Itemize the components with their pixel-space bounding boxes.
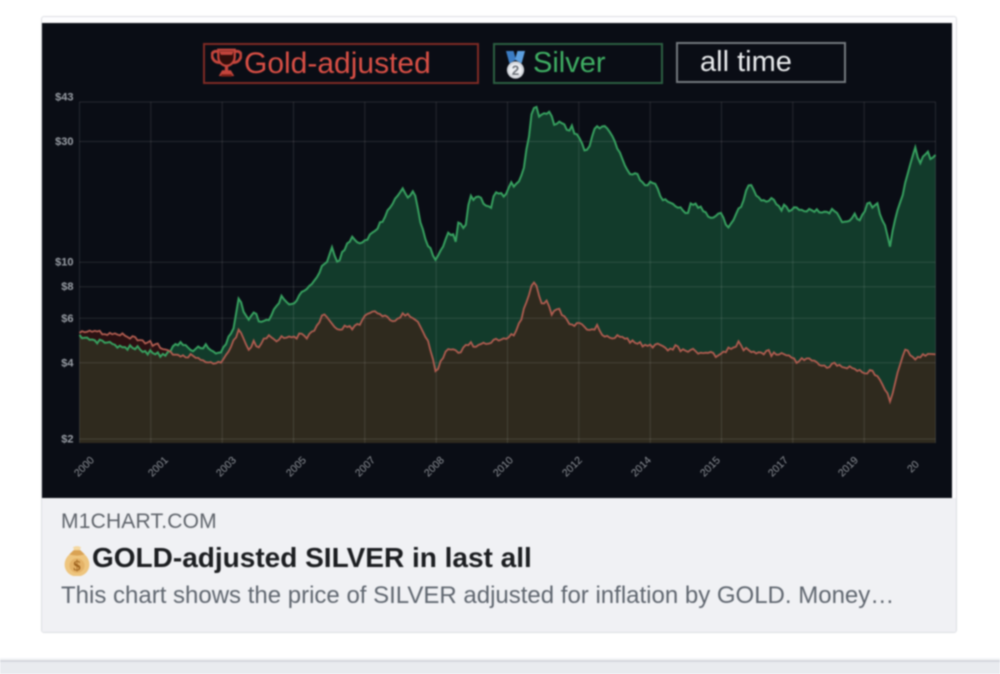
svg-text:$43: $43 [55,92,73,104]
svg-text:$30: $30 [55,136,73,148]
svg-text:$10: $10 [55,257,73,269]
svg-text:$: $ [73,559,81,575]
svg-text:2: 2 [512,62,520,77]
svg-text:$6: $6 [61,313,73,325]
svg-text:$2: $2 [61,434,73,446]
svg-text:$4: $4 [61,357,74,369]
svg-text:$8: $8 [61,281,73,293]
